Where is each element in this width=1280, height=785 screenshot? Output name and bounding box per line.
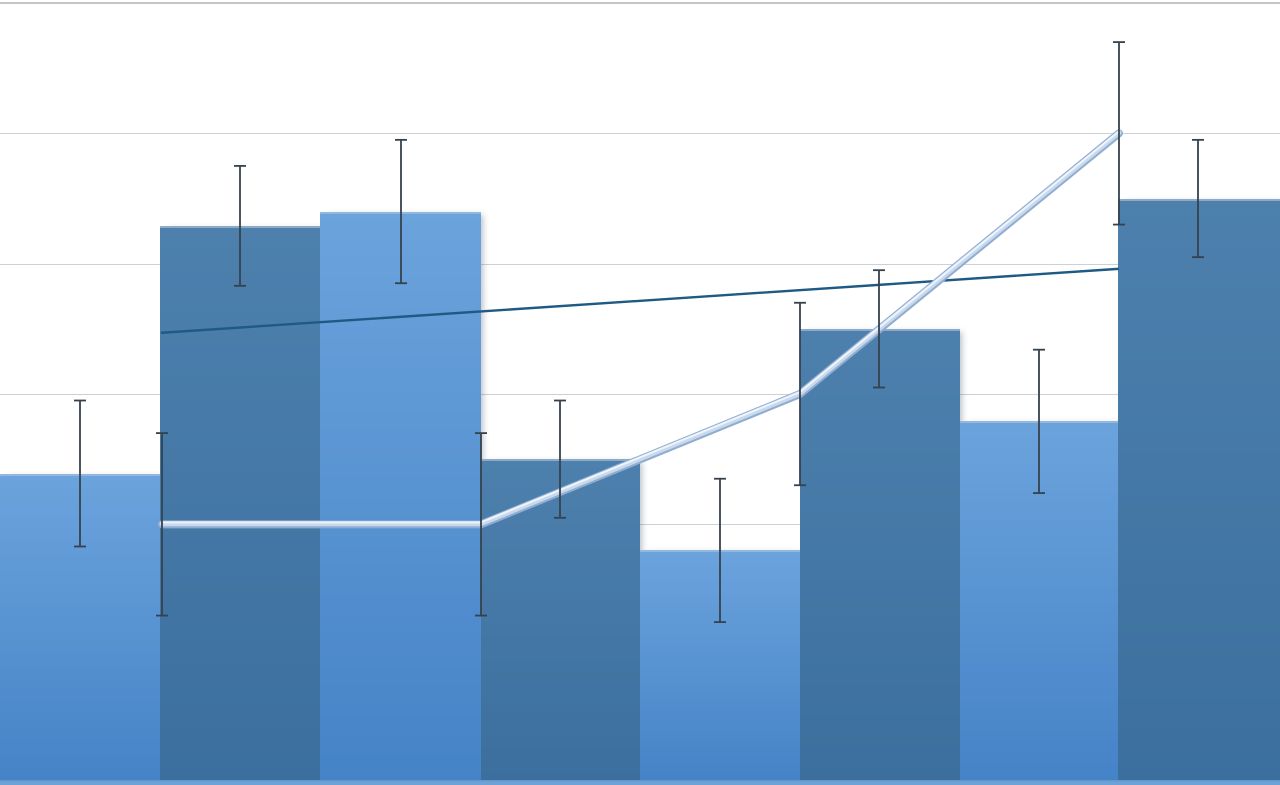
series-point-2-error-bar [475, 432, 487, 617]
bar-6-error-bar [873, 269, 885, 389]
bar-1-error-bar [74, 399, 86, 548]
gridline [0, 263, 1280, 265]
series-line-highlight [161, 130, 1120, 524]
trend-line [160, 267, 1120, 334]
series-point-1-error-bar [156, 432, 168, 617]
bar-2-error-bar [234, 165, 246, 287]
gridline [0, 2, 1280, 4]
bar-8 [1118, 198, 1280, 780]
bar-8-error-bar [1192, 138, 1204, 259]
series-line-base [158, 129, 1123, 529]
bar-3-error-bar [395, 138, 407, 285]
bar-3 [320, 211, 481, 780]
gridline [0, 394, 1280, 395]
bar-4-error-bar [554, 399, 566, 519]
bar-5-error-bar [714, 477, 726, 623]
series-point-4-error-bar [1113, 41, 1125, 226]
series-line-body [159, 130, 1122, 527]
gridline [0, 133, 1280, 135]
bar-2 [160, 225, 320, 780]
gridline [0, 524, 1280, 526]
bar-7-error-bar [1033, 348, 1045, 494]
series-point-3-error-bar [794, 301, 806, 487]
baseline-strip [0, 780, 1280, 785]
